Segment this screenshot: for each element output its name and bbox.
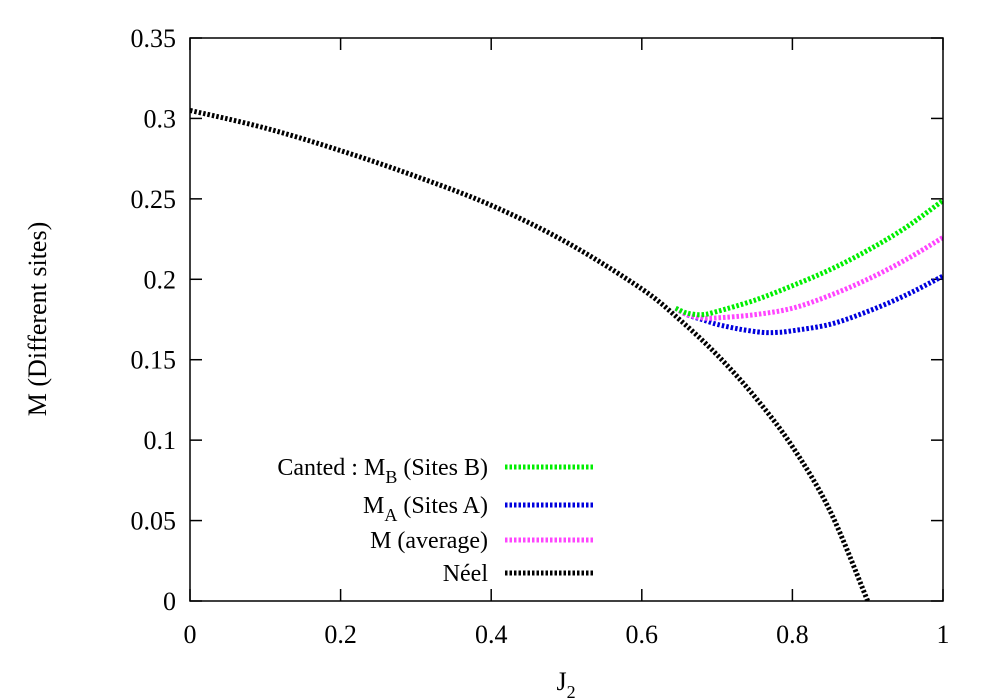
- x-tick-label: 0.4: [475, 620, 508, 649]
- legend: Canted : MB (Sites B)MA (Sites A)M (aver…: [277, 455, 593, 587]
- tick-labels: 0 0.2 0.4 0.6 0.8 1 0 0.05 0.1 0.15 0.2 0.25 0.3 0.35: [131, 24, 950, 649]
- legend-label-mb: Canted : MB (Sites B): [277, 455, 488, 487]
- y-tick-label: 0.15: [131, 346, 177, 375]
- series-layer: [190, 107, 943, 601]
- x-axis-title: J2: [556, 667, 575, 700]
- legend-label-ma: MA (Sites A): [363, 493, 488, 525]
- y-tick-label: 0.35: [131, 24, 177, 53]
- series-line-mavg: [674, 235, 943, 321]
- x-tick-label: 0.2: [324, 620, 357, 649]
- y-tick-label: 0.25: [131, 185, 177, 214]
- legend-suffix: (Sites B): [397, 455, 488, 481]
- x-tick-label: 0.6: [626, 620, 659, 649]
- x-tick-label: 1: [937, 620, 950, 649]
- y-axis-title: M (Different sites): [23, 222, 52, 416]
- y-tick-label: 0.1: [144, 426, 177, 455]
- x-tick-label: 0.8: [776, 620, 809, 649]
- legend-label-neel: Néel: [443, 561, 489, 587]
- legend-prefix: Canted :: [277, 455, 364, 481]
- series-line-mb: [674, 198, 943, 318]
- x-tick-label: 0: [184, 620, 197, 649]
- y-tick-label: 0.3: [144, 104, 177, 133]
- series-line-neel: [190, 107, 871, 601]
- plot-frame: [189, 37, 944, 602]
- legend-label-mavg: M (average): [370, 528, 488, 554]
- x-axis-title-sub: 2: [567, 682, 576, 700]
- y-tick-label: 0.05: [131, 507, 177, 536]
- y-tick-label: 0: [163, 587, 176, 616]
- x-axis-title-base: J: [556, 667, 566, 696]
- legend-suffix: (Sites A): [397, 493, 488, 519]
- legend-base: M: [363, 493, 384, 519]
- legend-base: Néel: [443, 561, 489, 587]
- y-tick-label: 0.2: [144, 265, 177, 294]
- legend-sub: A: [384, 505, 397, 525]
- legend-sub: B: [385, 467, 397, 487]
- legend-base: M (average): [370, 528, 488, 554]
- legend-base: M: [364, 455, 385, 481]
